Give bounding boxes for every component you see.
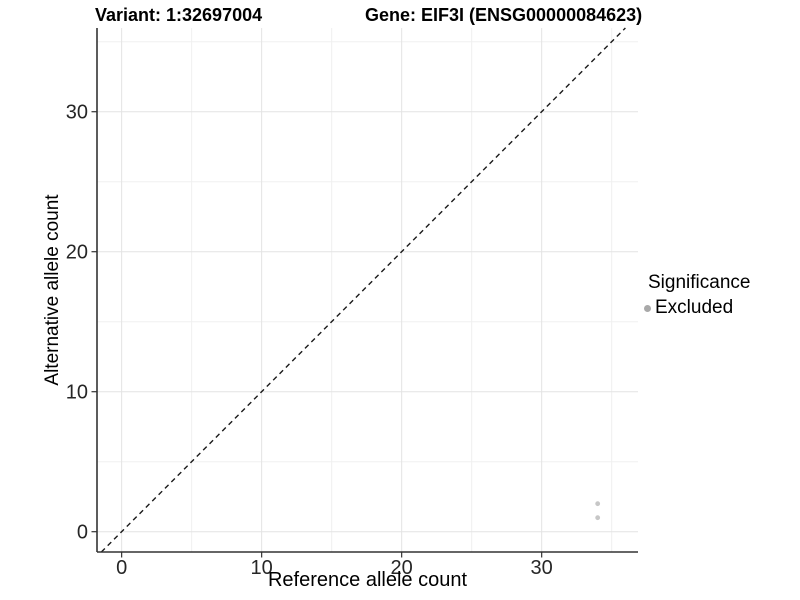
x-axis-label: Reference allele count	[267, 569, 467, 591]
x-tick-label-20: 20	[391, 557, 413, 579]
y-tick-label-30: 30	[66, 102, 88, 124]
x-tick-label-30: 30	[531, 557, 553, 579]
identity-line	[100, 27, 626, 553]
y-axis-label: Alternative allele count	[42, 194, 63, 386]
y-tick-label-20: 20	[66, 242, 88, 264]
legend: Significance Excluded	[644, 272, 751, 319]
data-point-excluded	[595, 501, 601, 507]
legend-item-label: Excluded	[655, 297, 734, 318]
y-tick-label-0: 0	[77, 522, 88, 544]
excluded-marker-icon	[644, 304, 651, 312]
gene-title: Gene: EIF3I (ENSG00000084623)	[365, 5, 643, 25]
y-tick-label-10: 10	[66, 382, 88, 404]
variant-title: Variant: 1:32697004	[95, 5, 263, 25]
legend-item-excluded: Excluded	[644, 297, 750, 319]
x-tick-label-10: 10	[251, 557, 273, 579]
data-point-excluded	[595, 515, 601, 521]
x-tick-label-0: 0	[116, 557, 127, 579]
legend-title: Significance	[648, 272, 751, 293]
